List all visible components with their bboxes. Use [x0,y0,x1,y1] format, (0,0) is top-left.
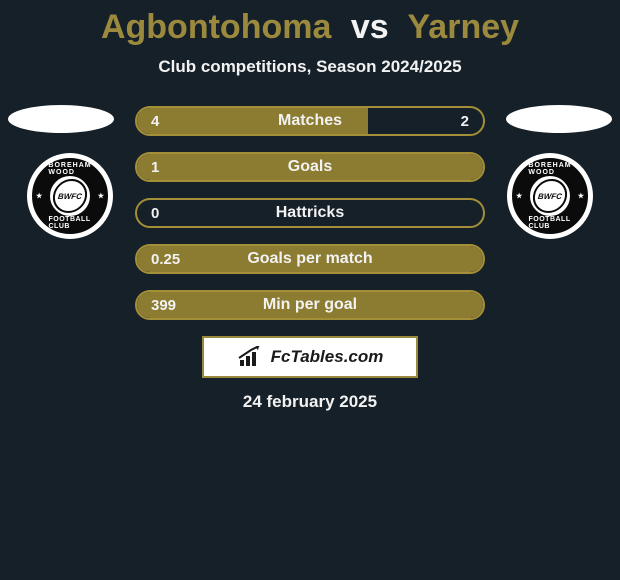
chart-icon [237,346,265,368]
title-vs: vs [351,8,389,46]
stat-label: Min per goal [201,296,419,314]
stat-value-left: 4 [151,113,201,130]
title-player2: Yarney [408,8,520,46]
stat-row: 4Matches2 [135,106,485,136]
club-badge-left: BOREHAM WOOD FOOTBALL CLUB ★ ★ BWFC [27,153,113,239]
branding-text: FcTables.com [271,347,384,367]
stat-value-left: 1 [151,159,201,176]
date-line: 24 february 2025 [0,392,620,412]
page-title: Agbontohoma vs Yarney [0,8,620,47]
title-player1: Agbontohoma [101,8,331,46]
stat-rows: 4Matches2 1Goals 0Hattricks 0.25Goals per m… [135,105,485,320]
stat-row: 0Hattricks [135,198,485,228]
club-badge-right: BOREHAM WOOD FOOTBALL CLUB ★ ★ BWFC [507,153,593,239]
stat-row: 0.25Goals per match [135,244,485,274]
stat-value-left: 0.25 [151,251,201,268]
branding-box: FcTables.com [202,336,418,378]
subtitle: Club competitions, Season 2024/2025 [0,57,620,77]
stat-value-left: 399 [151,297,201,314]
stat-label: Goals [201,158,419,176]
photo-placeholder-left [8,105,114,133]
photo-placeholder-right [506,105,612,133]
stat-row: 1Goals [135,152,485,182]
stat-value-left: 0 [151,205,201,222]
stat-label: Hattricks [201,204,419,222]
comparison-area: BOREHAM WOOD FOOTBALL CLUB ★ ★ BWFC BORE… [0,105,620,412]
stat-label: Matches [201,112,419,130]
stat-row: 399Min per goal [135,290,485,320]
stat-value-right: 2 [419,113,469,130]
stat-label: Goals per match [201,250,419,268]
